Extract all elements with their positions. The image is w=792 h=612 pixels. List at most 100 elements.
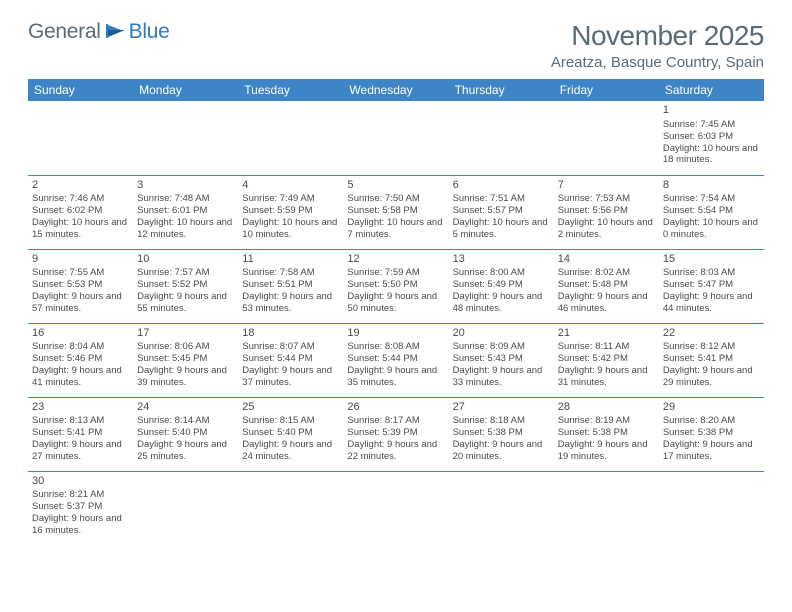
- calendar-empty-cell: [238, 101, 343, 175]
- title-block: November 2025 Areatza, Basque Country, S…: [551, 20, 764, 71]
- calendar-empty-cell: [343, 471, 448, 545]
- page: General Blue November 2025 Areatza, Basq…: [0, 0, 792, 565]
- sunset-line: Sunset: 5:41 PM: [663, 353, 760, 365]
- daylight-line: Daylight: 9 hours and 57 minutes.: [32, 291, 129, 315]
- daylight-line: Daylight: 9 hours and 29 minutes.: [663, 365, 760, 389]
- sunrise-line: Sunrise: 7:46 AM: [32, 193, 129, 205]
- day-number: 4: [242, 179, 339, 193]
- sunset-line: Sunset: 5:39 PM: [347, 427, 444, 439]
- day-number: 16: [32, 327, 129, 341]
- sunrise-line: Sunrise: 7:51 AM: [453, 193, 550, 205]
- sunset-line: Sunset: 5:46 PM: [32, 353, 129, 365]
- day-number: 12: [347, 253, 444, 267]
- sunrise-line: Sunrise: 7:48 AM: [137, 193, 234, 205]
- calendar-empty-cell: [133, 471, 238, 545]
- day-number: 13: [453, 253, 550, 267]
- sunset-line: Sunset: 5:44 PM: [242, 353, 339, 365]
- sunset-line: Sunset: 5:38 PM: [453, 427, 550, 439]
- calendar-empty-cell: [659, 471, 764, 545]
- sunset-line: Sunset: 5:40 PM: [242, 427, 339, 439]
- logo-flag-icon: [105, 22, 127, 40]
- daylight-line: Daylight: 9 hours and 25 minutes.: [137, 439, 234, 463]
- calendar-day-cell: 5Sunrise: 7:50 AMSunset: 5:58 PMDaylight…: [343, 175, 448, 249]
- sunrise-line: Sunrise: 8:13 AM: [32, 415, 129, 427]
- calendar-day-cell: 13Sunrise: 8:00 AMSunset: 5:49 PMDayligh…: [449, 249, 554, 323]
- sunrise-line: Sunrise: 8:11 AM: [558, 341, 655, 353]
- day-number: 17: [137, 327, 234, 341]
- daylight-line: Daylight: 9 hours and 22 minutes.: [347, 439, 444, 463]
- sunset-line: Sunset: 5:53 PM: [32, 279, 129, 291]
- sunset-line: Sunset: 5:38 PM: [663, 427, 760, 439]
- calendar-week-row: 9Sunrise: 7:55 AMSunset: 5:53 PMDaylight…: [28, 249, 764, 323]
- calendar-empty-cell: [343, 101, 448, 175]
- calendar-day-cell: 18Sunrise: 8:07 AMSunset: 5:44 PMDayligh…: [238, 323, 343, 397]
- day-number: 1: [663, 104, 760, 118]
- day-number: 9: [32, 253, 129, 267]
- daylight-line: Daylight: 9 hours and 55 minutes.: [137, 291, 234, 315]
- calendar-header-row: SundayMondayTuesdayWednesdayThursdayFrid…: [28, 79, 764, 101]
- sunset-line: Sunset: 5:44 PM: [347, 353, 444, 365]
- sunrise-line: Sunrise: 8:20 AM: [663, 415, 760, 427]
- calendar-day-cell: 11Sunrise: 7:58 AMSunset: 5:51 PMDayligh…: [238, 249, 343, 323]
- daylight-line: Daylight: 10 hours and 2 minutes.: [558, 217, 655, 241]
- day-number: 22: [663, 327, 760, 341]
- day-number: 21: [558, 327, 655, 341]
- day-number: 11: [242, 253, 339, 267]
- day-number: 8: [663, 179, 760, 193]
- daylight-line: Daylight: 9 hours and 17 minutes.: [663, 439, 760, 463]
- daylight-line: Daylight: 9 hours and 16 minutes.: [32, 513, 129, 537]
- daylight-line: Daylight: 9 hours and 19 minutes.: [558, 439, 655, 463]
- sunset-line: Sunset: 5:52 PM: [137, 279, 234, 291]
- daylight-line: Daylight: 9 hours and 41 minutes.: [32, 365, 129, 389]
- daylight-line: Daylight: 9 hours and 39 minutes.: [137, 365, 234, 389]
- calendar-day-cell: 3Sunrise: 7:48 AMSunset: 6:01 PMDaylight…: [133, 175, 238, 249]
- logo-text-blue: Blue: [129, 20, 170, 44]
- header: General Blue November 2025 Areatza, Basq…: [28, 20, 764, 71]
- daylight-line: Daylight: 10 hours and 15 minutes.: [32, 217, 129, 241]
- calendar-empty-cell: [449, 101, 554, 175]
- day-number: 29: [663, 401, 760, 415]
- daylight-line: Daylight: 10 hours and 12 minutes.: [137, 217, 234, 241]
- sunset-line: Sunset: 5:47 PM: [663, 279, 760, 291]
- daylight-line: Daylight: 10 hours and 5 minutes.: [453, 217, 550, 241]
- calendar-day-cell: 7Sunrise: 7:53 AMSunset: 5:56 PMDaylight…: [554, 175, 659, 249]
- calendar-day-cell: 14Sunrise: 8:02 AMSunset: 5:48 PMDayligh…: [554, 249, 659, 323]
- calendar-week-row: 23Sunrise: 8:13 AMSunset: 5:41 PMDayligh…: [28, 397, 764, 471]
- daylight-line: Daylight: 9 hours and 48 minutes.: [453, 291, 550, 315]
- sunrise-line: Sunrise: 7:59 AM: [347, 267, 444, 279]
- sunset-line: Sunset: 5:37 PM: [32, 501, 129, 513]
- calendar-day-cell: 23Sunrise: 8:13 AMSunset: 5:41 PMDayligh…: [28, 397, 133, 471]
- sunset-line: Sunset: 5:40 PM: [137, 427, 234, 439]
- sunrise-line: Sunrise: 8:12 AM: [663, 341, 760, 353]
- sunset-line: Sunset: 6:03 PM: [663, 131, 760, 143]
- daylight-line: Daylight: 10 hours and 0 minutes.: [663, 217, 760, 241]
- calendar-empty-cell: [133, 101, 238, 175]
- sunset-line: Sunset: 5:45 PM: [137, 353, 234, 365]
- sunset-line: Sunset: 5:50 PM: [347, 279, 444, 291]
- logo: General Blue: [28, 20, 169, 44]
- calendar-day-cell: 25Sunrise: 8:15 AMSunset: 5:40 PMDayligh…: [238, 397, 343, 471]
- day-number: 18: [242, 327, 339, 341]
- daylight-line: Daylight: 10 hours and 7 minutes.: [347, 217, 444, 241]
- calendar-day-cell: 27Sunrise: 8:18 AMSunset: 5:38 PMDayligh…: [449, 397, 554, 471]
- calendar-day-cell: 29Sunrise: 8:20 AMSunset: 5:38 PMDayligh…: [659, 397, 764, 471]
- day-number: 6: [453, 179, 550, 193]
- calendar-day-cell: 2Sunrise: 7:46 AMSunset: 6:02 PMDaylight…: [28, 175, 133, 249]
- sunrise-line: Sunrise: 8:09 AM: [453, 341, 550, 353]
- calendar-body: 1Sunrise: 7:45 AMSunset: 6:03 PMDaylight…: [28, 101, 764, 545]
- calendar-day-cell: 26Sunrise: 8:17 AMSunset: 5:39 PMDayligh…: [343, 397, 448, 471]
- daylight-line: Daylight: 9 hours and 24 minutes.: [242, 439, 339, 463]
- sunset-line: Sunset: 5:59 PM: [242, 205, 339, 217]
- day-header: Tuesday: [238, 79, 343, 101]
- sunset-line: Sunset: 5:58 PM: [347, 205, 444, 217]
- day-number: 19: [347, 327, 444, 341]
- daylight-line: Daylight: 10 hours and 18 minutes.: [663, 143, 760, 167]
- daylight-line: Daylight: 9 hours and 50 minutes.: [347, 291, 444, 315]
- location: Areatza, Basque Country, Spain: [551, 54, 764, 71]
- sunrise-line: Sunrise: 7:49 AM: [242, 193, 339, 205]
- day-number: 15: [663, 253, 760, 267]
- sunset-line: Sunset: 5:41 PM: [32, 427, 129, 439]
- day-number: 27: [453, 401, 550, 415]
- day-header: Thursday: [449, 79, 554, 101]
- daylight-line: Daylight: 9 hours and 31 minutes.: [558, 365, 655, 389]
